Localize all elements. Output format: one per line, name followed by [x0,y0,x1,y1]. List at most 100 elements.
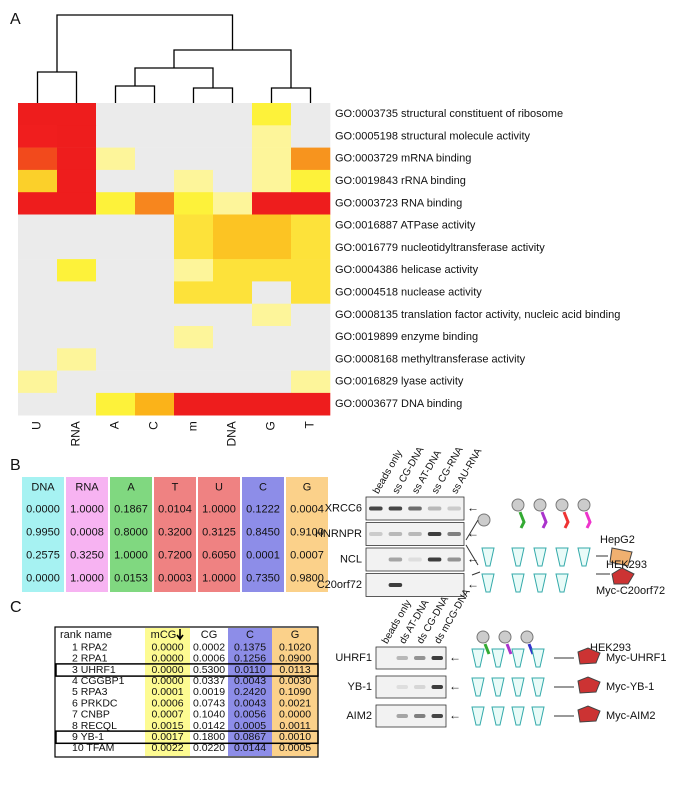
row-label: GO:0008168 methyltransferase activity [335,353,526,365]
heatmap-cell [291,147,331,171]
heatmap-cell [174,236,214,260]
heatmap-cell [135,370,175,394]
heatmap-cell [18,103,58,126]
table-cell: 0.0900 [279,653,311,665]
table-cell: 0.0006 [193,653,225,665]
gel-band [431,714,443,718]
heatmap-cell [18,259,58,282]
panel-label: B [10,457,21,474]
heatmap-cell [252,392,292,416]
tube [491,677,505,697]
heatmap-cell [252,103,292,126]
gel-band [388,506,403,511]
table-cell: 3 UHRF1 [72,664,116,676]
cell-label: HepG2 [600,534,635,546]
table-cell: 0.0743 [193,697,225,709]
heatmap-cell [174,392,214,416]
table-cell: 6 PRKDC [72,697,118,709]
heatmap-cell [96,169,136,193]
column-header: T [172,481,179,493]
heatmap-cell [57,125,97,148]
column-background [286,477,328,592]
table-cell: 0.0142 [193,720,225,732]
table-cell: 0.7200 [158,549,192,561]
heatmap-cell [291,192,331,215]
gel-band [408,506,422,511]
heatmap-cell [18,281,58,304]
arrow: ← [449,650,461,664]
arrow: ← [449,679,461,693]
heatmap-cell [174,348,214,371]
row-label: GO:0003729 mRNA binding [335,153,471,165]
gel-band [431,685,443,689]
gel-band [447,557,461,562]
gel-band [414,685,426,689]
heatmap-cell [96,125,136,148]
gel-strip [365,522,465,546]
protein-label: UHRF1 [335,652,372,664]
table-cell: 0.0004 [290,503,324,515]
heatmap-cell [291,103,331,126]
cell-icon [577,647,601,665]
gel-strip [375,675,447,699]
heatmap-cell [213,259,253,282]
table-cell: 0.0008 [70,526,104,538]
tube [491,648,505,668]
table-cell: 0.8000 [114,526,148,538]
table-frame [54,626,319,758]
table-cell: 0.0006 [151,697,183,709]
heatmap-cell [252,192,292,215]
table-cell: 0.0005 [279,742,311,754]
heatmap-cell [57,169,97,193]
heatmap-cell [96,370,136,394]
tube [531,706,545,726]
table-cell: 0.0000 [26,503,60,515]
column-label: RNA [69,421,83,446]
table-cell: 0.3250 [70,549,104,561]
table-cell: 0.6050 [202,549,236,561]
table-cell: 0.0030 [279,675,311,687]
heatmap-cell [252,236,292,260]
column-background [145,628,190,756]
tube [511,706,525,726]
table-cell: 0.0000 [151,664,183,676]
heatmap-cell [252,281,292,304]
heatmap-cell [174,125,214,148]
heatmap-cell [57,259,97,282]
sort-arrow [176,629,184,641]
tube [511,677,525,697]
table-cell: 0.9950 [26,526,60,538]
heatmap-cell [252,259,292,282]
gel-band [427,532,442,536]
gel-band [369,506,383,511]
heatmap-cell [96,103,136,126]
protein-label: NCL [340,553,362,565]
heatmap-cell [213,326,253,349]
heatmap-cell [96,259,136,282]
column-header: DNA [31,481,55,493]
cell-label: Myc-UHRF1 [606,652,667,664]
table-cell: 0.2420 [234,686,266,698]
table-cell: 0.1222 [246,503,280,515]
table-cell: 0.1020 [279,641,311,653]
heatmap-cell [57,192,97,215]
heatmap-cell [18,303,58,327]
column-label: T [303,421,317,429]
column-background [228,628,272,756]
heatmap-cell [174,192,214,215]
column-label: DNA [225,421,239,446]
heatmap-cell [57,370,97,394]
table-cell: 0.0104 [158,503,192,515]
row-label: GO:0003723 RNA binding [335,197,462,209]
cell-icon [577,676,601,694]
heatmap-cell [135,236,175,260]
heatmap-cell [96,214,136,238]
heatmap-cell [57,392,97,416]
heatmap-cell [252,147,292,171]
heatmap-cell [174,370,214,394]
heatmap-cell [135,169,175,193]
table-cell: 0.0019 [193,686,225,698]
table-cell: 1.0000 [70,503,104,515]
column-header: A [127,481,135,493]
table-cell: 0.1375 [234,641,266,653]
